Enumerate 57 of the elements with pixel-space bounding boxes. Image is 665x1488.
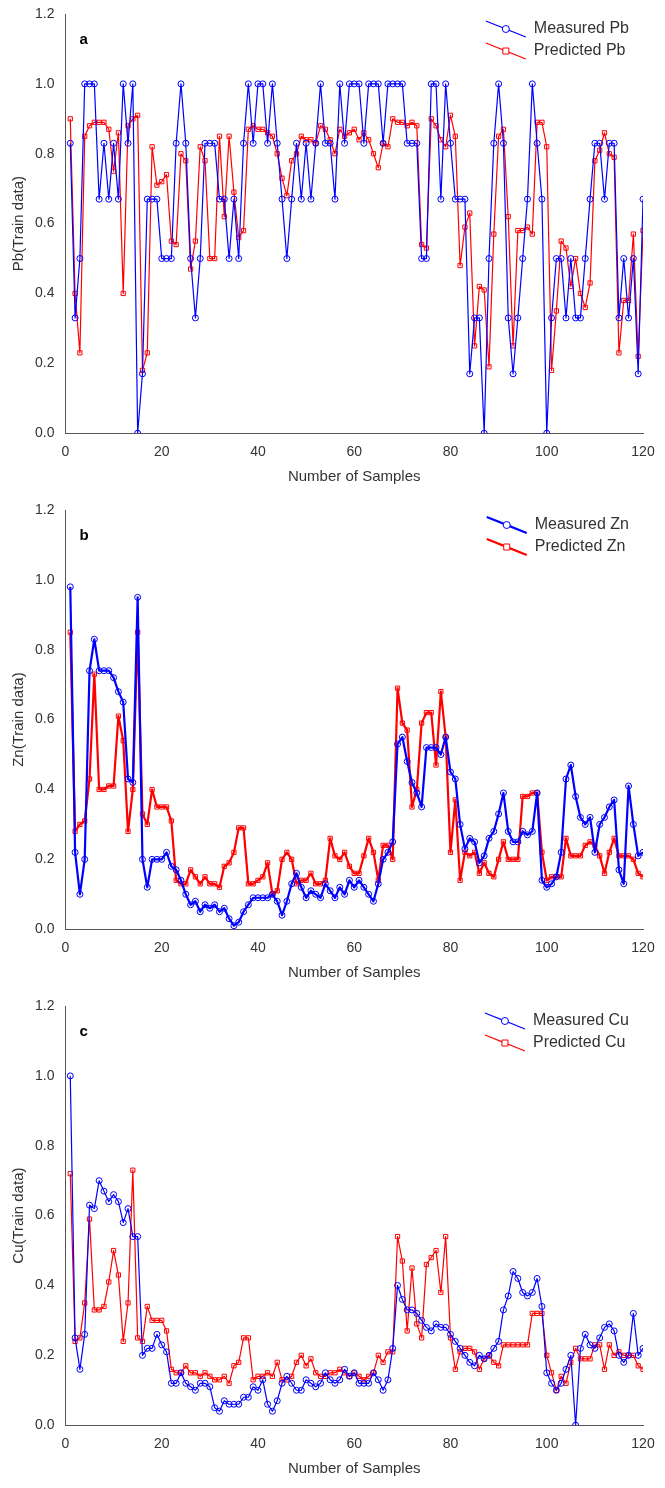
y-tick-label: 0.8 — [34, 144, 55, 161]
y-tick-label: 0.0 — [34, 424, 55, 441]
y-tick-label: 0.6 — [34, 710, 55, 727]
x-tick-label: 60 — [346, 939, 363, 956]
y-axis-title: Cu(Train data) — [9, 1167, 27, 1264]
legend-label: Predicted Pb — [533, 41, 626, 59]
y-tick-label: 1.2 — [34, 4, 55, 21]
x-tick-label: 0 — [61, 1435, 70, 1452]
x-axis-title: Number of Samples — [287, 1459, 421, 1477]
y-tick-label: 0.4 — [34, 284, 55, 301]
y-tick-label: 1.0 — [34, 74, 55, 91]
y-axis-title: Zn(Train data) — [9, 672, 27, 767]
x-tick-label: 60 — [346, 443, 363, 460]
y-tick-label: 0.2 — [34, 354, 55, 371]
x-tick-label: 20 — [153, 939, 170, 956]
x-tick-label: 100 — [535, 1435, 559, 1452]
x-tick-label: 40 — [250, 1435, 266, 1452]
x-tick-label: 120 — [631, 939, 655, 956]
x-axis-title: Number of Samples — [287, 467, 421, 485]
x-tick-label: 0 — [61, 443, 70, 460]
x-tick-label: 20 — [153, 1435, 170, 1452]
legend-label: Measured Cu — [532, 1011, 629, 1029]
x-tick-label: 120 — [631, 1435, 655, 1452]
y-tick-label: 1.2 — [34, 500, 55, 517]
x-tick-label: 100 — [535, 443, 559, 460]
y-tick-label: 1.0 — [34, 570, 55, 587]
y-tick-label: 0.0 — [34, 1416, 55, 1433]
x-axis-title: Number of Samples — [287, 963, 421, 981]
x-tick-label: 40 — [250, 939, 266, 956]
x-tick-label: 120 — [631, 443, 655, 460]
legend-label: Predicted Cu — [532, 1033, 626, 1051]
x-tick-label: 80 — [442, 443, 459, 460]
y-tick-label: 0.2 — [34, 850, 55, 867]
y-tick-label: 0.4 — [34, 780, 55, 797]
x-tick-label: 100 — [535, 939, 559, 956]
x-tick-label: 80 — [442, 1435, 459, 1452]
y-tick-label: 0.8 — [34, 640, 55, 657]
annotation: b — [79, 525, 89, 543]
y-tick-label: 0.0 — [34, 920, 55, 937]
y-tick-label: 0.2 — [34, 1346, 55, 1363]
annotation: a — [79, 29, 89, 47]
legend-label: Measured Zn — [534, 515, 629, 533]
annotation: c — [79, 1021, 88, 1039]
legend-label: Predicted Zn — [534, 537, 626, 555]
x-tick-label: 20 — [153, 443, 170, 460]
x-tick-label: 80 — [442, 939, 459, 956]
y-tick-label: 1.0 — [34, 1066, 55, 1083]
x-tick-label: 0 — [61, 939, 70, 956]
y-tick-label: 1.2 — [34, 996, 55, 1013]
y-tick-label: 0.6 — [34, 214, 55, 231]
legend-label: Measured Pb — [533, 19, 630, 37]
y-tick-label: 0.8 — [34, 1136, 55, 1153]
x-tick-label: 60 — [346, 1435, 363, 1452]
y-axis-title: Pb(Train data) — [9, 175, 27, 272]
y-tick-label: 0.4 — [34, 1276, 55, 1293]
x-tick-label: 40 — [250, 443, 266, 460]
y-tick-label: 0.6 — [34, 1206, 55, 1223]
